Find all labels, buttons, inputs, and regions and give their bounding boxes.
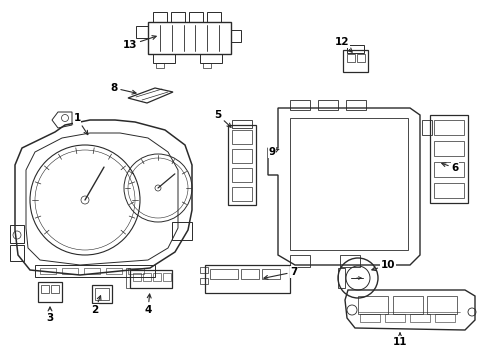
Text: 6: 6: [442, 163, 459, 173]
Text: 8: 8: [110, 83, 136, 94]
Text: 10: 10: [372, 260, 395, 271]
Text: 9: 9: [269, 147, 279, 157]
Text: 5: 5: [215, 110, 231, 127]
Text: 3: 3: [47, 307, 53, 323]
Text: 2: 2: [91, 296, 101, 315]
Text: 4: 4: [145, 294, 152, 315]
Text: 11: 11: [393, 333, 407, 347]
Text: 7: 7: [264, 267, 298, 279]
Text: 12: 12: [335, 37, 352, 52]
Text: 1: 1: [74, 113, 88, 135]
Text: 13: 13: [123, 36, 156, 50]
